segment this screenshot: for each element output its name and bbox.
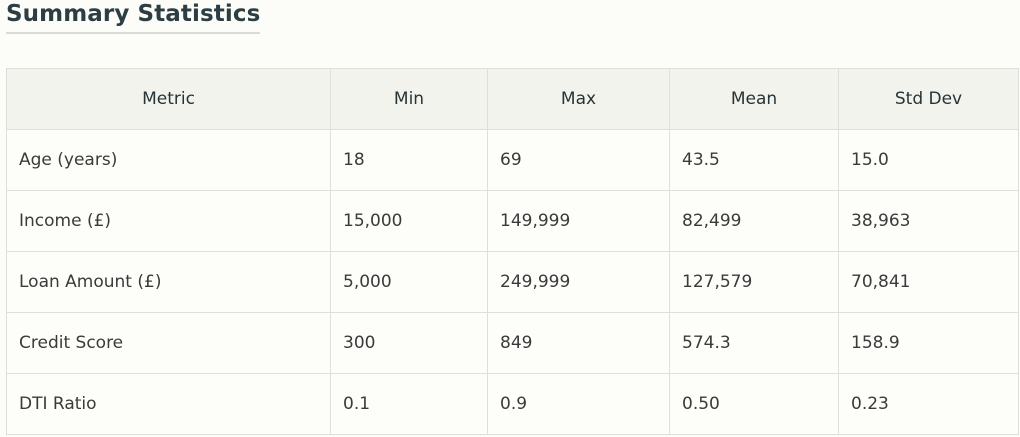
- heading-wrap: Summary Statistics: [6, 0, 261, 34]
- header-row: Metric Min Max Mean Std Dev: [6, 68, 1019, 130]
- cell-std-dev: 15.0: [838, 129, 1019, 191]
- cell-min: 15,000: [330, 190, 488, 252]
- cell-min: 5,000: [330, 251, 488, 313]
- cell-max: 249,999: [487, 251, 670, 313]
- cell-mean: 43.5: [669, 129, 839, 191]
- page-title: Summary Statistics: [6, 0, 261, 34]
- cell-metric: DTI Ratio: [6, 373, 331, 435]
- cell-min: 0.1: [330, 373, 488, 435]
- cell-std-dev: 158.9: [838, 312, 1019, 374]
- column-header-min: Min: [330, 68, 488, 130]
- cell-min: 18: [330, 129, 488, 191]
- cell-max: 149,999: [487, 190, 670, 252]
- summary-statistics-table: Metric Min Max Mean Std Dev Age (years) …: [6, 68, 1019, 435]
- cell-max: 849: [487, 312, 670, 374]
- cell-metric: Income (£): [6, 190, 331, 252]
- column-header-mean: Mean: [669, 68, 839, 130]
- cell-mean: 127,579: [669, 251, 839, 313]
- table-row: Loan Amount (£) 5,000 249,999 127,579 70…: [6, 251, 1019, 313]
- table-row: Age (years) 18 69 43.5 15.0: [6, 129, 1019, 191]
- cell-max: 0.9: [487, 373, 670, 435]
- cell-mean: 82,499: [669, 190, 839, 252]
- cell-max: 69: [487, 129, 670, 191]
- table-row: Credit Score 300 849 574.3 158.9: [6, 312, 1019, 374]
- column-header-metric: Metric: [6, 68, 331, 130]
- cell-metric: Loan Amount (£): [6, 251, 331, 313]
- cell-std-dev: 38,963: [838, 190, 1019, 252]
- column-header-std-dev: Std Dev: [838, 68, 1019, 130]
- cell-mean: 574.3: [669, 312, 839, 374]
- table-row: Income (£) 15,000 149,999 82,499 38,963: [6, 190, 1019, 252]
- table-body: Age (years) 18 69 43.5 15.0 Income (£) 1…: [6, 129, 1019, 435]
- cell-mean: 0.50: [669, 373, 839, 435]
- cell-std-dev: 0.23: [838, 373, 1019, 435]
- table-header: Metric Min Max Mean Std Dev: [6, 68, 1019, 130]
- cell-metric: Age (years): [6, 129, 331, 191]
- cell-std-dev: 70,841: [838, 251, 1019, 313]
- cell-metric: Credit Score: [6, 312, 331, 374]
- cell-min: 300: [330, 312, 488, 374]
- table-row: DTI Ratio 0.1 0.9 0.50 0.23: [6, 373, 1019, 435]
- column-header-max: Max: [487, 68, 670, 130]
